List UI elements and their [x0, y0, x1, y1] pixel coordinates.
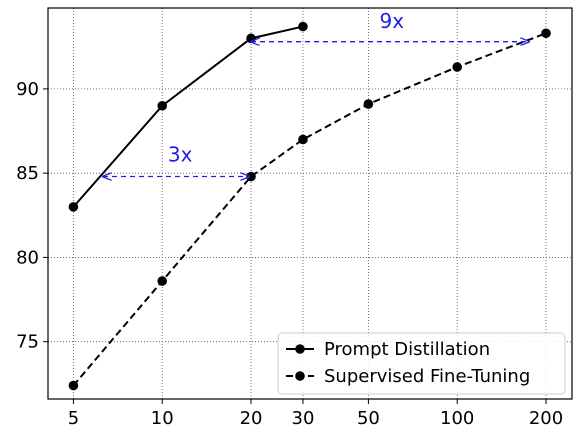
legend-entry: Prompt Distillation: [286, 339, 490, 360]
annotation-3x: 3x: [103, 142, 249, 176]
data-point: [68, 202, 79, 212]
annotation-label: 3x: [168, 142, 193, 166]
series-group: [68, 21, 551, 391]
annotations: 3x 9x: [103, 9, 529, 176]
y-tick-label: 80: [16, 247, 39, 268]
plot-frame: [47, 7, 573, 400]
series-supervised-fine-tuning: [68, 28, 551, 391]
legend-box: [277, 332, 566, 395]
data-point: [363, 99, 374, 109]
data-point: [157, 100, 168, 111]
legend: Prompt Distillation Supervised Fine-Tunin…: [277, 332, 566, 395]
grid: [48, 8, 572, 399]
x-tick-label: 5: [68, 408, 79, 427]
series-line: [72, 25, 304, 208]
x-tick-label: 10: [151, 408, 174, 427]
data-point: [298, 134, 308, 145]
annotation-label: 9x: [379, 9, 404, 33]
annotation-9x: 9x: [251, 9, 529, 41]
x-tick-label: 20: [240, 408, 263, 427]
x-tick-label: 50: [357, 408, 380, 427]
y-tick-label: 90: [16, 79, 39, 100]
x-tick-label: 100: [440, 408, 474, 427]
y-tick-label: 85: [16, 163, 39, 184]
legend-marker: [295, 344, 305, 354]
data-point: [452, 62, 463, 72]
y-tick-label: 75: [16, 332, 39, 353]
data-point: [541, 28, 551, 39]
data-point: [68, 380, 79, 391]
x-tick-label: 30: [292, 408, 315, 427]
legend-entry: Supervised Fine-Tuning: [286, 366, 530, 387]
legend-label: Prompt Distillation: [324, 339, 490, 360]
series-prompt-distillation: [68, 21, 308, 212]
data-point: [298, 21, 308, 32]
legend-marker: [295, 371, 305, 381]
x-tick-label: 200: [529, 408, 563, 427]
axes: 5 10 20 30 50 100 200 75 80 85 90: [16, 79, 563, 427]
legend-label: Supervised Fine-Tuning: [324, 366, 530, 387]
data-point: [157, 276, 168, 286]
